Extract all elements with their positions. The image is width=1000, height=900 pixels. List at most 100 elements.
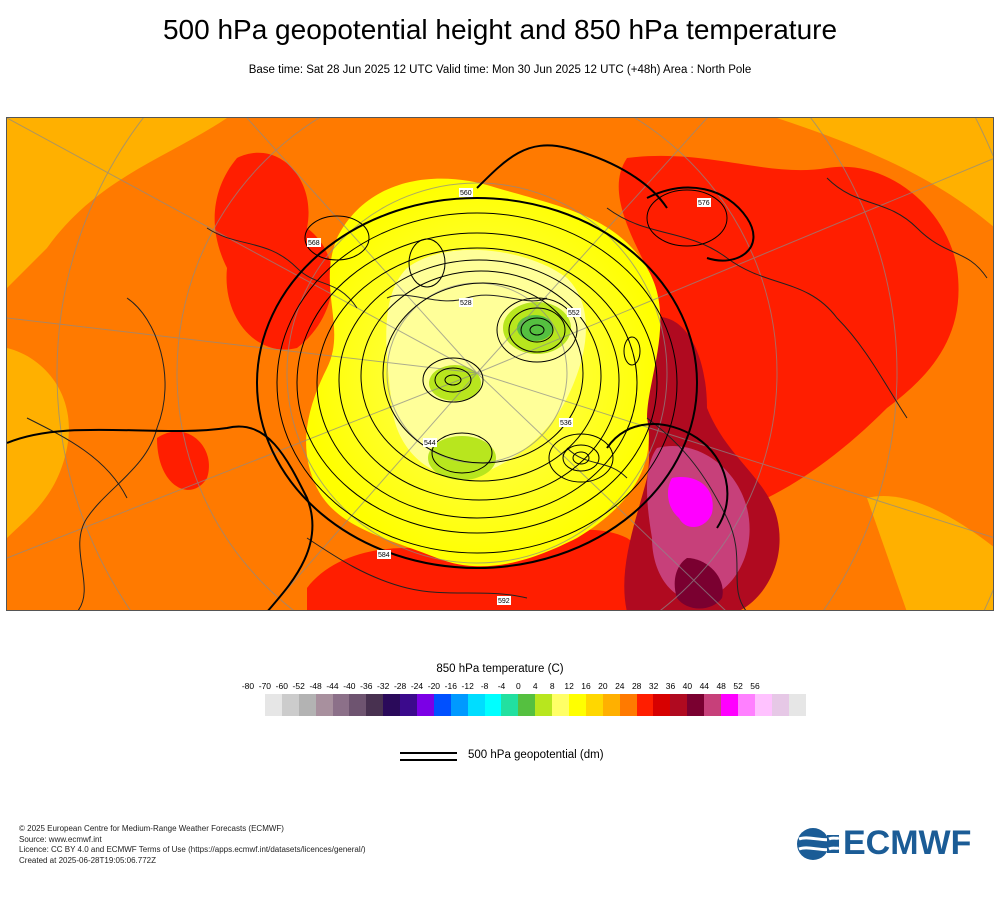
- colorbar-swatch: [670, 694, 688, 716]
- temperature-colorbar: [265, 694, 806, 716]
- colorbar-tick-label: -70: [258, 681, 272, 691]
- colorbar-tick-label: 24: [615, 681, 625, 691]
- colorbar-tick-label: -28: [393, 681, 407, 691]
- temp-zone-light-orange-se: [867, 496, 993, 610]
- colorbar-swatch: [552, 694, 570, 716]
- colorbar-tick-label: -36: [360, 681, 373, 691]
- colorbar-tick-label: -48: [309, 681, 322, 691]
- contour-label: 576: [698, 200, 710, 207]
- colorbar-swatch: [484, 694, 502, 716]
- colorbar-swatch: [349, 694, 367, 716]
- colorbar-swatch: [265, 694, 282, 716]
- contour-label: 560: [460, 190, 472, 197]
- colorbar-swatch: [518, 694, 536, 716]
- colorbar-tick-label: -16: [444, 681, 457, 691]
- colorbar-tick-label: -80: [241, 681, 255, 691]
- map-svg: 528 536 544 552 560 568 576 584 592: [7, 118, 993, 610]
- colorbar-swatch: [298, 694, 316, 716]
- contour-label: 544: [424, 440, 436, 447]
- colorbar-swatch: [569, 694, 586, 716]
- colorbar-swatch: [501, 694, 519, 716]
- footer-created: Created at 2025-06-28T19:05:06.772Z: [19, 855, 156, 865]
- contour-labels: 528 536 544 552 560 568 576 584 592: [307, 188, 711, 605]
- colorbar-tick-label: 48: [716, 681, 726, 691]
- forecast-map: 528 536 544 552 560 568 576 584 592: [6, 117, 994, 611]
- colorbar-swatch: [450, 694, 468, 716]
- colorbar-swatch: [788, 694, 806, 716]
- colorbar-swatch: [383, 694, 401, 716]
- page-title: 500 hPa geopotential height and 850 hPa …: [162, 14, 838, 45]
- colorbar-swatch: [535, 694, 553, 716]
- colorbar-tick-label: -60: [275, 681, 288, 691]
- colorbar-tick-label: 16: [581, 681, 591, 691]
- contour-label: 568: [308, 240, 320, 247]
- temperature-legend-title: 850 hPa temperature (C): [436, 663, 564, 675]
- ecmwf-logo: ECMWF: [795, 824, 985, 862]
- colorbar-tick-label: 4: [532, 681, 538, 691]
- colorbar-swatch: [653, 694, 671, 716]
- colorbar-swatch: [467, 694, 485, 716]
- geopotential-contours-bold: [7, 144, 755, 610]
- colorbar-tick-label: 20: [598, 681, 608, 691]
- colorbar-swatch: [602, 694, 620, 716]
- temp-zone-light-orange-ne: [777, 118, 993, 227]
- temp-zone-red-atlantic: [157, 431, 209, 490]
- colorbar-tick-label: 0: [516, 681, 521, 691]
- colorbar-tick-label: 52: [733, 681, 743, 691]
- colorbar-tick-label: -40: [343, 681, 356, 691]
- colorbar-tick-label: -24: [410, 681, 424, 691]
- colorbar-swatch: [400, 694, 418, 716]
- contour-label: 528: [460, 300, 472, 307]
- colorbar-tick-label: 8: [549, 681, 555, 691]
- geopotential-legend-label: 500 hPa geopotential (dm): [468, 749, 604, 761]
- colorbar-tick-label: 12: [564, 681, 574, 691]
- geopotential-contours: [276, 189, 728, 554]
- contour-label: 584: [378, 552, 390, 559]
- colorbar-tick-label: 36: [665, 681, 676, 691]
- colorbar-tick-label: -4: [497, 681, 506, 691]
- colorbar-swatch: [619, 694, 637, 716]
- colorbar-tick-label: 44: [699, 681, 710, 691]
- temp-zone-green-core-1-inner: [517, 315, 553, 341]
- colorbar-swatch: [417, 694, 434, 716]
- colorbar-swatch: [754, 694, 772, 716]
- ecmwf-logo-text: ECMWF: [843, 824, 972, 862]
- colorbar-tick-label: 28: [631, 681, 642, 691]
- page-subtitle: Base time: Sat 28 Jun 2025 12 UTC Valid …: [248, 64, 752, 76]
- colorbar-tick-label: -8: [480, 681, 489, 691]
- colorbar-tick-label: -20: [427, 681, 441, 691]
- colorbar-swatch: [433, 694, 451, 716]
- colorbar-tick-label: -44: [326, 681, 339, 691]
- contour-label: 552: [568, 310, 580, 317]
- colorbar-tick-label: -12: [461, 681, 474, 691]
- ecmwf-logo-icon: [797, 828, 840, 860]
- footer-licence: Licence: CC BY 4.0 and ECMWF Terms of Us…: [19, 845, 366, 854]
- colorbar-tick-label: 40: [682, 681, 693, 691]
- contour-label: 592: [498, 598, 510, 605]
- colorbar-tick-label: -52: [292, 681, 305, 691]
- colorbar-ticks: -80 -70 -60 -52 -48 -44 -40 -36 -32 -28 -24 -20 -16-…: [0, 681, 1000, 693]
- colorbar-swatch: [771, 694, 789, 716]
- footer-source: Source: www.ecmwf.int: [19, 834, 102, 844]
- colorbar-swatch: [636, 694, 654, 716]
- colorbar-tick-label: -32: [377, 681, 390, 691]
- colorbar-swatch: [332, 694, 350, 716]
- contour-label: 536: [560, 420, 572, 427]
- colorbar-swatch: [737, 694, 755, 716]
- geopotential-legend-line: [400, 752, 457, 754]
- colorbar-swatch: [366, 694, 384, 716]
- colorbar-swatch: [721, 694, 738, 716]
- temp-zone-magenta: [667, 477, 713, 528]
- colorbar-tick-label: 32: [648, 681, 659, 691]
- footer-credits: © 2025 European Centre for Medium-Range …: [19, 824, 366, 866]
- colorbar-swatch: [281, 694, 299, 716]
- colorbar-swatch: [704, 694, 722, 716]
- colorbar-swatch: [687, 694, 705, 716]
- temp-zone-light-orange-nw: [7, 118, 227, 288]
- colorbar-tick-label: 56: [750, 681, 760, 691]
- temp-zone-light-orange-w: [7, 348, 69, 538]
- footer-copyright: © 2025 European Centre for Medium-Range …: [19, 824, 284, 833]
- geopotential-legend-line: [400, 759, 457, 761]
- colorbar-swatch: [315, 694, 333, 716]
- colorbar-swatch: [585, 694, 603, 716]
